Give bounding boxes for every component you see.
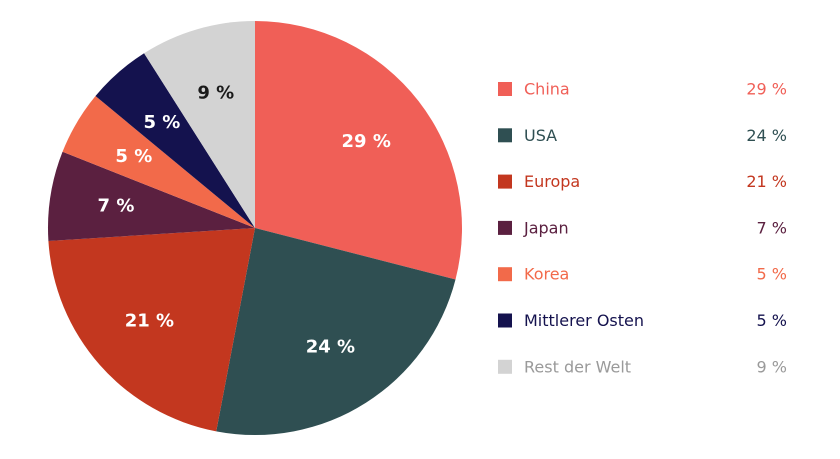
legend-label: Korea — [524, 265, 569, 284]
legend-item-rest-der-welt: Rest der Welt 9 % — [498, 357, 787, 376]
legend-item-mittlerer-osten: Mittlerer Osten 5 % — [498, 311, 787, 330]
legend-swatch — [498, 359, 512, 374]
legend-label: China — [524, 80, 570, 99]
slice-label-korea: 5 % — [115, 146, 152, 167]
legend-label: USA — [524, 126, 557, 145]
pie-slice-mittlerer-osten — [95, 53, 256, 228]
legend-swatch — [498, 128, 512, 143]
pie-slice-usa — [216, 228, 456, 435]
pie-slice-china — [255, 21, 462, 280]
legend-item-europa: Europa 21 % — [498, 172, 787, 191]
legend-item-china: China 29 % — [498, 80, 787, 99]
pie-slice-europa — [48, 228, 256, 432]
pie-slice-rest-der-welt — [144, 20, 255, 228]
legend-swatch — [498, 220, 512, 235]
slice-label-rest-der-welt: 9 % — [197, 82, 234, 103]
legend-item-korea: Korea 5 % — [498, 265, 787, 284]
legend-swatch — [498, 267, 512, 282]
legend-label: Japan — [523, 218, 569, 237]
legend-value: 9 % — [757, 357, 787, 376]
legend-value: 21 % — [746, 172, 787, 191]
legend-value: 24 % — [746, 126, 787, 145]
pie-slices — [47, 20, 462, 435]
pie-slice-labels: 29 % 24 % 21 % 7 % 5 % 5 % 9 % — [98, 82, 391, 357]
legend-item-usa: USA 24 % — [498, 126, 787, 145]
legend-value: 29 % — [746, 80, 787, 99]
legend-swatch — [498, 82, 512, 96]
slice-label-mittlerer-osten: 5 % — [143, 112, 180, 133]
slice-label-europa: 21 % — [125, 311, 174, 332]
legend-label: Rest der Welt — [524, 357, 631, 376]
legend-item-japan: Japan 7 % — [498, 218, 787, 237]
legend-value: 7 % — [757, 218, 787, 237]
legend-label: Europa — [524, 172, 580, 191]
legend-swatch — [498, 174, 512, 189]
legend-label: Mittlerer Osten — [524, 311, 644, 330]
pie-slice-korea — [62, 96, 255, 228]
slice-label-usa: 24 % — [306, 336, 355, 357]
legend-swatch — [498, 313, 512, 328]
legend-value: 5 % — [757, 265, 787, 284]
slice-label-japan: 7 % — [98, 195, 135, 216]
slice-label-china: 29 % — [342, 131, 391, 152]
legend-value: 5 % — [757, 311, 787, 330]
pie-slice-japan — [47, 151, 255, 241]
legend: China 29 % USA 24 % Europa 21 % Japan 7 % Korea 5… — [498, 80, 787, 376]
